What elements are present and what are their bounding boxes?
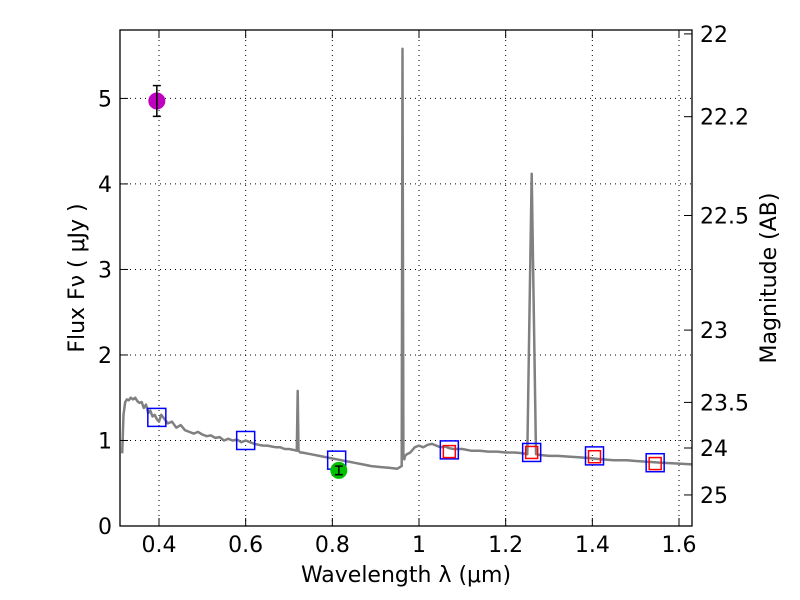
observed-flux-square — [648, 456, 662, 471]
y2-tick-label: 22 — [700, 23, 728, 48]
x-tick-label: 1.2 — [488, 533, 523, 558]
y-tick-label: 0 — [98, 515, 112, 540]
x-tick-label: 0.8 — [315, 533, 350, 558]
axis-ticks: 0.4 0.6 0.8 1 1.2 1.4 1.60123452222.222.52323.… — [98, 23, 749, 558]
observed-flux-square — [442, 444, 457, 459]
x-tick-label: 1.4 — [575, 533, 610, 558]
y2-tick-label: 23 — [700, 319, 728, 344]
y2-tick-label: 25 — [700, 484, 728, 509]
y2-tick-label: 24 — [700, 437, 728, 462]
y-tick-label: 2 — [98, 344, 112, 369]
observed-flux-square — [524, 445, 539, 460]
model-flux-square — [147, 407, 167, 428]
y-tick-label: 1 — [98, 429, 112, 454]
model-flux-square — [584, 446, 605, 466]
y2-tick-label: 22.5 — [700, 205, 749, 230]
observed-flux-square — [587, 449, 602, 464]
series-layer — [120, 47, 693, 479]
y-axis-label: Flux Fν ( μJy ) — [65, 203, 90, 352]
x-tick-label: 1 — [412, 533, 426, 558]
y-tick-label: 3 — [98, 258, 112, 283]
model-flux-square — [521, 442, 542, 463]
x-axis-label: Wavelength λ (μm) — [301, 563, 511, 588]
plot-background — [120, 30, 692, 526]
model-flux-square — [235, 430, 256, 451]
x-tick-label: 0.6 — [228, 533, 263, 558]
y2-tick-label: 23.5 — [700, 391, 749, 416]
y2-axis-label: Magnitude (AB) — [757, 193, 782, 364]
model-flux-square — [439, 440, 460, 460]
model-flux-square — [645, 452, 665, 473]
x-tick-label: 1.6 — [662, 533, 697, 558]
x-tick-label: 0.4 — [142, 533, 177, 558]
y-tick-label: 4 — [98, 173, 112, 198]
y2-tick-label: 22.2 — [700, 106, 749, 131]
plot-frame — [119, 29, 693, 527]
y-tick-label: 5 — [98, 87, 112, 112]
